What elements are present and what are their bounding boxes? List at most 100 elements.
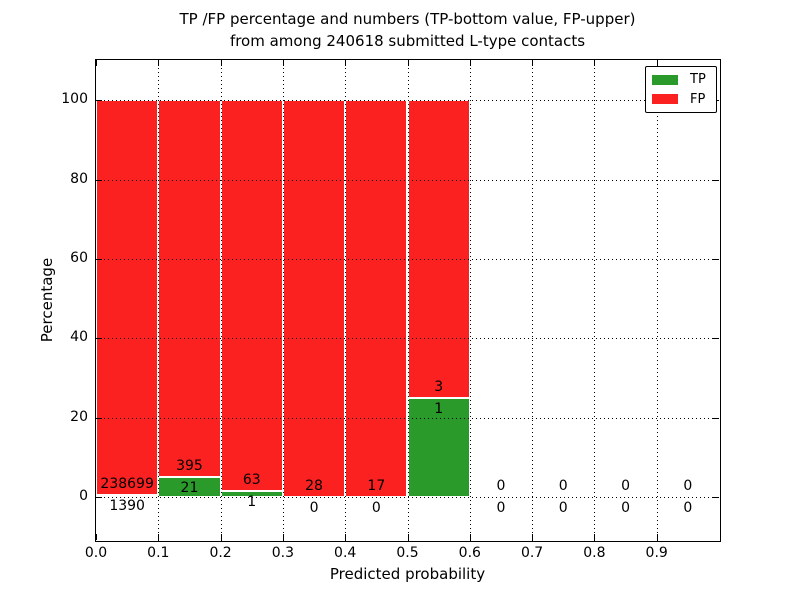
bar-count-label-fp: 0	[683, 478, 693, 495]
x-tick-mark	[220, 534, 222, 540]
x-tick-mark-top	[469, 60, 471, 66]
x-tick-mark-top	[594, 60, 596, 66]
legend-entry-tp: TP	[652, 72, 710, 87]
legend-label-tp: TP	[690, 72, 706, 88]
gridline-x	[532, 60, 534, 541]
bar-segment-fp	[96, 100, 159, 495]
bar-count-label-tp: 1390	[109, 497, 145, 514]
x-tick-label: 0.9	[645, 545, 668, 561]
legend: TP FP	[645, 66, 717, 113]
gridline-y	[96, 258, 720, 260]
x-tick-mark-top	[656, 60, 658, 66]
x-tick-label: 0.5	[396, 545, 419, 561]
bar-segment-fp	[407, 100, 470, 398]
bar-segment-fp	[220, 100, 283, 491]
x-tick-mark	[158, 534, 160, 540]
legend-swatch-tp-icon	[652, 74, 678, 85]
x-tick-mark-top	[158, 60, 160, 66]
y-axis-label: Percentage	[38, 257, 56, 343]
bar-segment-fp	[345, 100, 408, 498]
x-tick-mark-top	[407, 60, 409, 66]
x-tick-mark	[345, 534, 347, 540]
chart-title: TP /FP percentage and numbers (TP-bottom…	[96, 8, 719, 52]
bar-count-label-tp: 21	[180, 480, 199, 497]
bar-count-label-fp: 0	[558, 478, 568, 495]
y-tick-mark	[96, 338, 102, 340]
y-tick-mark	[96, 497, 102, 499]
bar-segment-tp	[407, 397, 470, 498]
x-tick-mark-top	[345, 60, 347, 66]
bar-count-label-tp: 0	[683, 500, 693, 517]
gridline-y	[96, 497, 720, 499]
bar-count-label-fp: 28	[305, 478, 323, 495]
bar-count-label-fp: 395	[176, 458, 203, 475]
bar-count-label-tp: 1	[434, 400, 444, 417]
y-tick-mark-right	[713, 179, 719, 181]
x-tick-label: 0.7	[520, 545, 544, 561]
y-tick-mark-right	[713, 258, 719, 260]
bar-count-label-fp: 17	[367, 478, 386, 495]
gridline-y	[96, 100, 720, 102]
x-tick-label: 0.2	[209, 545, 232, 561]
legend-label-fp: FP	[690, 91, 706, 107]
x-tick-mark-top	[282, 60, 284, 66]
x-tick-label: 0.6	[458, 545, 481, 561]
y-tick-mark-right	[713, 338, 719, 340]
x-tick-mark	[407, 534, 409, 540]
legend-entry-fp: FP	[652, 92, 710, 107]
gridline-x	[469, 60, 471, 541]
y-tick-mark	[96, 258, 102, 260]
bar-count-label-tp: 0	[309, 500, 319, 517]
bar-count-label-tp: 0	[558, 500, 568, 517]
gridline-y	[96, 417, 720, 419]
y-tick-mark-right	[713, 417, 719, 419]
bar-segment-fp	[282, 100, 346, 498]
legend-swatch-fp-icon	[652, 94, 678, 105]
y-tick-mark	[96, 179, 102, 181]
plot-area: 238699 1390 395 21 63 1 28 0 17 0 3 1 0 0 0 0 0 0 0 0	[95, 59, 721, 542]
y-tick-mark	[96, 100, 102, 102]
bar-count-label-fp: 0	[621, 478, 630, 495]
x-axis-label: Predicted probability	[329, 565, 486, 583]
bar-count-label-fp: 3	[434, 378, 444, 395]
x-tick-mark	[282, 534, 284, 540]
x-tick-label: 0.1	[147, 545, 170, 561]
gridline-x	[656, 60, 658, 541]
bar-count-label-fp: 63	[242, 471, 261, 488]
bar-segment-fp	[158, 100, 221, 478]
gridline-y	[96, 338, 720, 340]
x-tick-mark	[594, 534, 596, 540]
x-tick-mark	[656, 534, 658, 540]
bar-segment-tp	[96, 494, 159, 498]
x-tick-label: 0.8	[583, 545, 606, 561]
gridline-y	[96, 179, 720, 181]
gridline-x	[345, 60, 347, 541]
x-tick-mark-top	[532, 60, 534, 66]
chart-title-line1: TP /FP percentage and numbers (TP-bottom…	[179, 10, 636, 28]
y-tick-label: 80	[70, 170, 88, 187]
x-tick-mark-top	[220, 60, 222, 66]
x-tick-mark	[96, 534, 97, 540]
x-tick-label: 0.4	[334, 545, 357, 561]
gridline-x	[282, 60, 284, 541]
y-tick-mark	[96, 417, 102, 419]
bar-count-label-fp: 238699	[100, 475, 154, 492]
y-tick-label: 40	[70, 329, 88, 346]
y-tick-label: 100	[61, 91, 88, 108]
x-tick-label: 0.3	[271, 545, 295, 561]
y-tick-label: 20	[70, 408, 88, 425]
x-tick-mark	[469, 534, 471, 540]
bar-count-label-tp: 1	[247, 493, 257, 510]
y-tick-label: 60	[70, 249, 88, 266]
gridline-x	[158, 60, 160, 541]
gridline-x	[594, 60, 596, 541]
bar-count-label-fp: 0	[496, 478, 506, 495]
y-tick-mark-right	[713, 497, 719, 499]
x-tick-mark	[532, 534, 534, 540]
chart-title-line2: from among 240618 submitted L-type conta…	[229, 32, 586, 50]
bar-count-label-tp: 0	[371, 500, 381, 517]
y-tick-label: 0	[79, 488, 88, 505]
gridline-x	[220, 60, 222, 541]
bar-count-label-tp: 0	[496, 500, 506, 517]
